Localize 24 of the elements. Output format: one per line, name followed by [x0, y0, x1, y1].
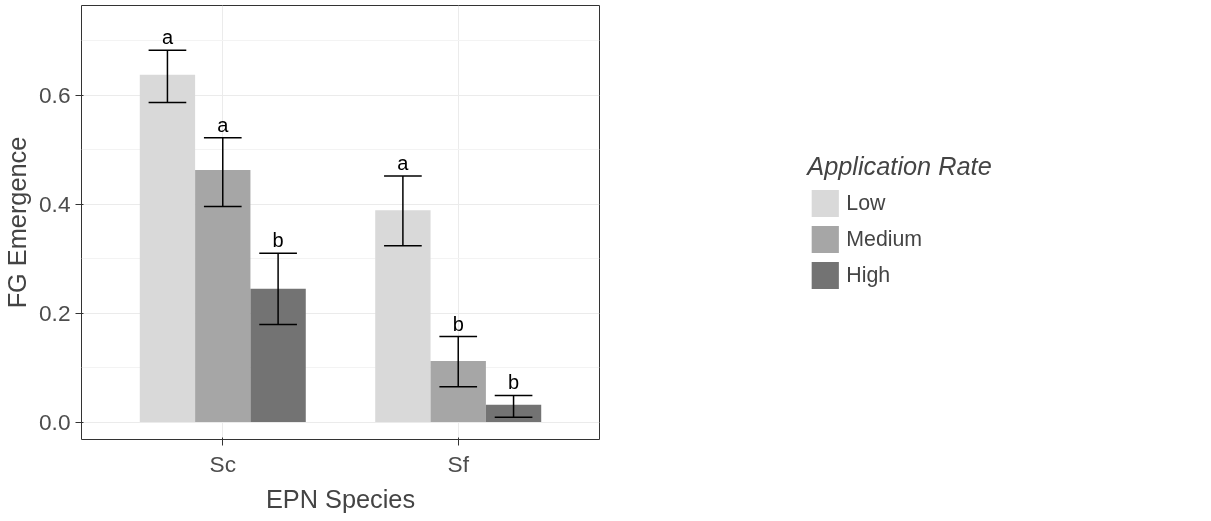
y-tick-label: 0.2 — [39, 299, 71, 326]
y-tick-label: 0.0 — [39, 408, 71, 435]
data-label: b — [272, 229, 284, 252]
data-label: b — [452, 312, 464, 335]
bar — [375, 210, 431, 423]
data-label: a — [217, 113, 230, 136]
x-axis-title: EPN Species — [265, 484, 416, 513]
legend-label: Medium — [846, 226, 923, 252]
data-label: a — [397, 151, 410, 174]
bar — [195, 169, 251, 423]
legend-title: Application Rate — [807, 152, 992, 181]
data-label: a — [161, 26, 174, 49]
x-tick-label: Sf — [447, 450, 470, 477]
bar — [139, 74, 196, 423]
y-tick-label: 0.4 — [39, 190, 71, 217]
bar — [430, 361, 486, 423]
x-tick-label: Sc — [209, 450, 237, 477]
bar — [250, 288, 306, 423]
data-label: b — [508, 371, 520, 394]
bar — [485, 404, 542, 423]
y-tick-label: 0.6 — [39, 81, 71, 108]
legend-label: High — [846, 262, 891, 288]
legend-label: Low — [846, 190, 886, 216]
y-axis-title: FG Emergence — [3, 136, 31, 309]
